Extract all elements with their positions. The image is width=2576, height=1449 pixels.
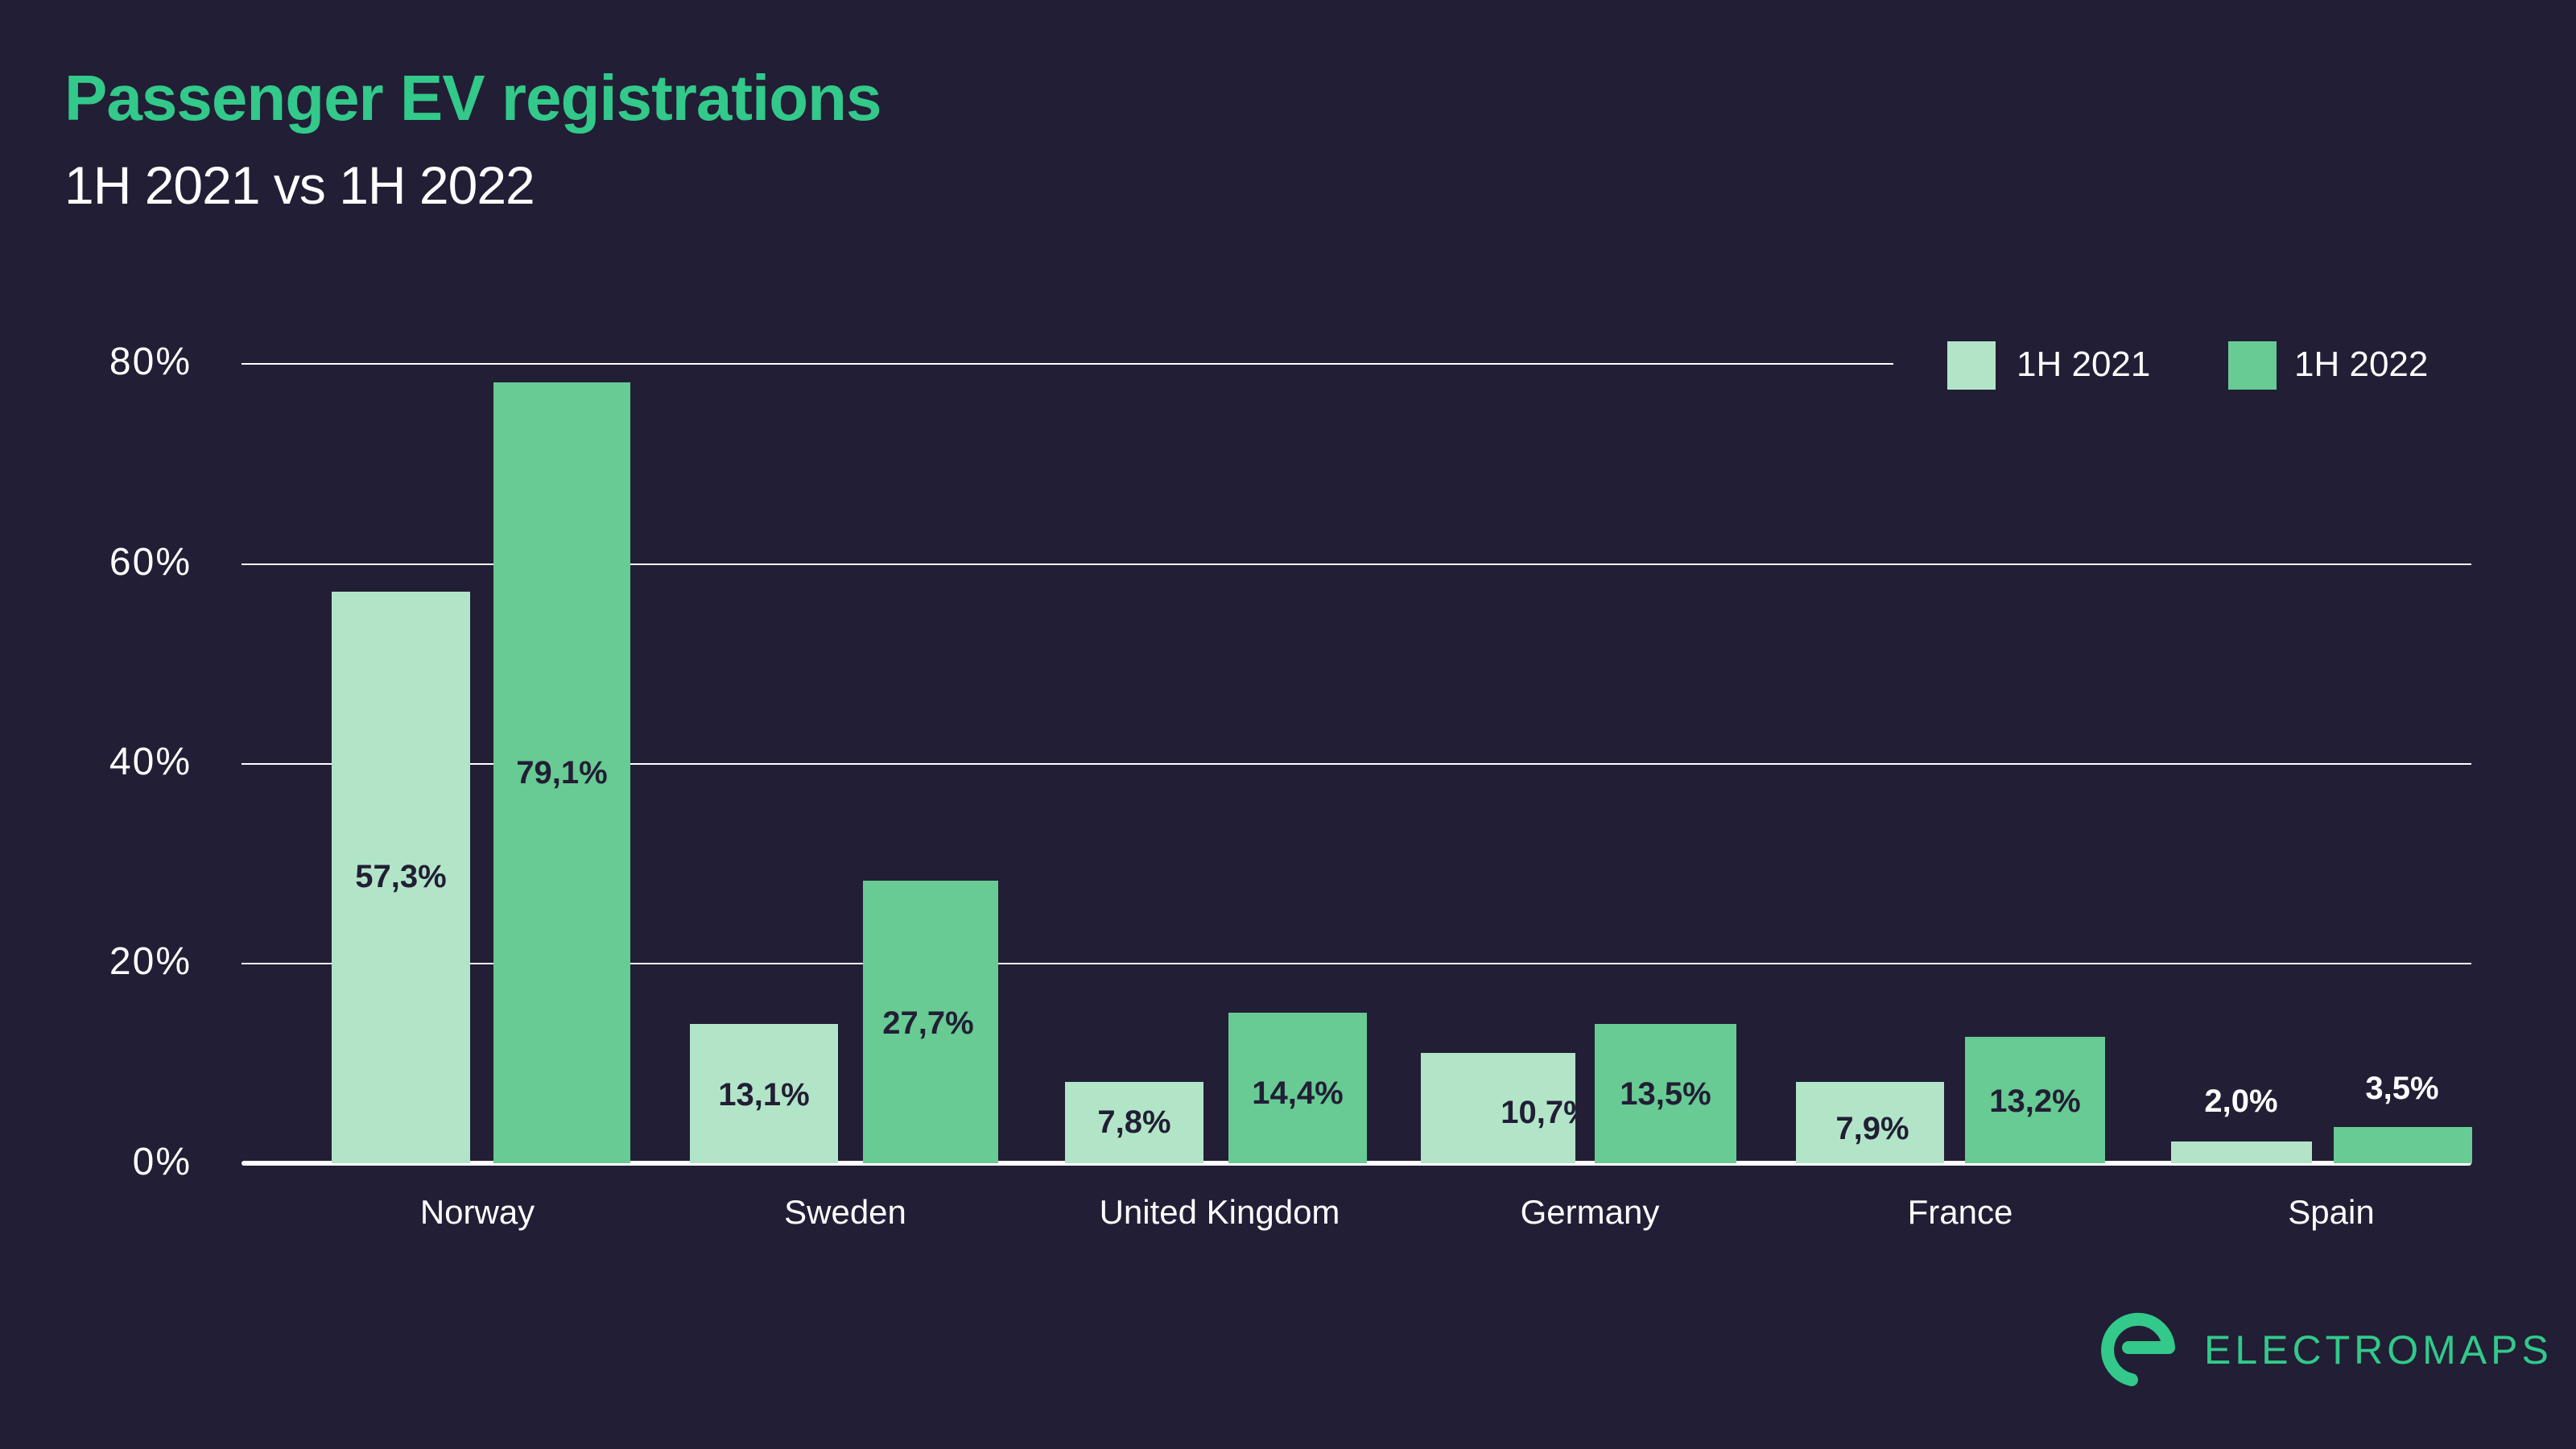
bar-france-2021[interactable] — [1796, 1082, 1944, 1163]
bar-uk-2021[interactable] — [1065, 1082, 1203, 1163]
bar-sweden-2021[interactable] — [690, 1024, 838, 1163]
x-label-united-kingdom: United Kingdom — [1099, 1193, 1340, 1231]
x-label-spain: Spain — [2288, 1193, 2375, 1231]
bar-germany-2021[interactable] — [1421, 1053, 1575, 1163]
gridline-40 — [242, 763, 2471, 765]
bar-label: 13,1% — [718, 1077, 810, 1113]
bar-label: 13,2% — [1989, 1084, 2081, 1119]
x-axis-baseline — [242, 1161, 2471, 1166]
y-tick-40: 40% — [109, 741, 192, 783]
legend-swatch-2021 — [1947, 341, 1996, 390]
bar-label: 79,1% — [516, 755, 608, 791]
y-tick-60: 60% — [109, 541, 192, 584]
bar-label: 2,0% — [2204, 1084, 2278, 1119]
x-label-sweden: Sweden — [784, 1193, 906, 1231]
bar-label: 27,7% — [882, 1005, 974, 1041]
bar-norway-2022[interactable] — [493, 382, 630, 1163]
gridline-60 — [242, 564, 2471, 565]
electromaps-e-icon — [2101, 1312, 2175, 1386]
bar-label: 13,5% — [1620, 1076, 1711, 1112]
brand-name: ELECTROMAPS — [2204, 1327, 2553, 1373]
x-label-france: France — [1907, 1193, 2013, 1231]
gridline-80 — [242, 363, 1893, 365]
y-tick-20: 20% — [109, 940, 192, 983]
legend-swatch-2022 — [2228, 341, 2277, 390]
bar-label: 14,4% — [1252, 1075, 1344, 1111]
x-label-norway: Norway — [419, 1193, 535, 1231]
legend-label-2022: 1H 2022 — [2294, 345, 2429, 384]
bar-germany-2022[interactable] — [1595, 1024, 1736, 1163]
gridline-20 — [242, 963, 2471, 964]
bar-france-2022[interactable] — [1965, 1037, 2105, 1163]
bar-spain-2022[interactable] — [2334, 1127, 2472, 1163]
x-label-germany: Germany — [1520, 1193, 1660, 1231]
legend-label-2021: 1H 2021 — [2017, 345, 2151, 384]
bar-label: 10,7% — [1501, 1095, 1592, 1130]
bar-uk-2022[interactable] — [1228, 1013, 1367, 1163]
bar-label: 57,3% — [355, 859, 447, 894]
bar-norway-2021[interactable] — [332, 592, 470, 1163]
bar-label: 7,8% — [1097, 1104, 1171, 1140]
chart-title: Passenger EV registrations — [64, 62, 881, 134]
chart-subtitle: 1H 2021 vs 1H 2022 — [64, 155, 535, 215]
y-tick-0: 0% — [132, 1141, 192, 1183]
bar-spain-2021[interactable] — [2171, 1141, 2312, 1163]
bar-label: 3,5% — [2365, 1071, 2439, 1106]
bar-label: 7,9% — [1835, 1111, 1909, 1146]
bar-sweden-2022[interactable] — [863, 881, 998, 1163]
y-tick-80: 80% — [109, 341, 192, 383]
